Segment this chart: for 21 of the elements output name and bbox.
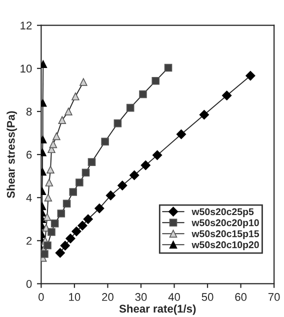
legend-label: w50s20c10p20 <box>192 241 259 250</box>
y-axis-title: Shear stress(Pa) <box>6 111 18 198</box>
y-tick-label: 0 <box>26 280 32 288</box>
x-tick-label: 50 <box>202 293 214 301</box>
y-tick-label: 6 <box>26 150 32 159</box>
y-tick-label: 10 <box>20 64 32 73</box>
x-tick-label: 30 <box>135 293 147 301</box>
legend-label: w50s20c15p15 <box>192 230 260 240</box>
legend-label: w50s20c25p5 <box>192 208 254 218</box>
legend-label: w50s20c20p10 <box>192 219 259 228</box>
y-tick-label: 2 <box>26 236 32 245</box>
x-tick-label: 70 <box>268 293 280 301</box>
x-axis-title: Shear rate(1/s) <box>119 304 196 315</box>
x-tick-label: 0 <box>38 293 44 301</box>
y-tick-label: 12 <box>20 22 32 30</box>
y-tick-label: 8 <box>26 108 32 116</box>
y-tick-label: 4 <box>26 194 32 202</box>
x-tick-label: 20 <box>102 293 114 301</box>
x-tick-label: 60 <box>235 293 247 301</box>
x-tick-label: 10 <box>69 293 80 301</box>
x-tick-label: 40 <box>168 293 180 301</box>
